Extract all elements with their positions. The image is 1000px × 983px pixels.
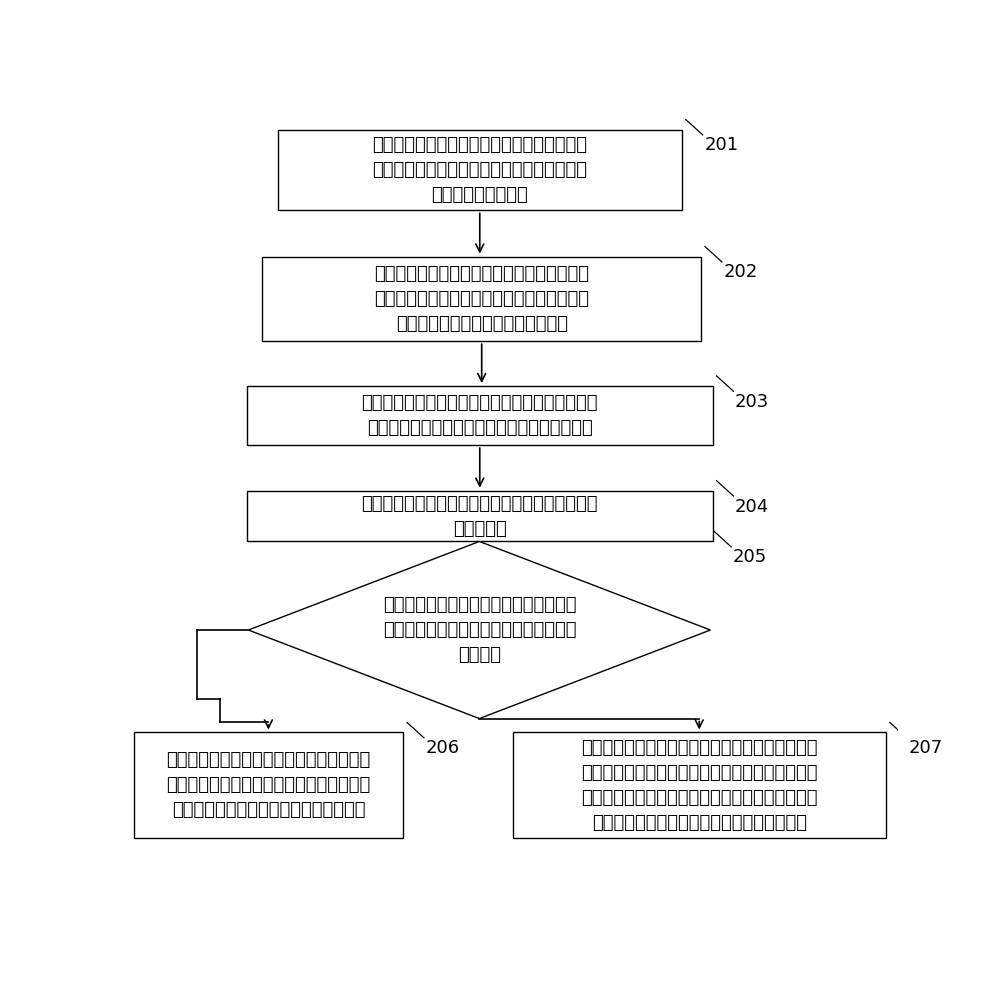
Bar — [247, 491, 713, 542]
Text: 203: 203 — [735, 393, 769, 411]
Text: 获取到投标优化模型，根据投标优化模型获取
到风力发电设备在能量市场的能量投标容量和
储能设备在能量市场的能量投标容量: 获取到投标优化模型，根据投标优化模型获取 到风力发电设备在能量市场的能量投标容量… — [374, 264, 589, 333]
Text: 206: 206 — [425, 739, 460, 757]
Bar — [134, 732, 403, 838]
Text: 202: 202 — [723, 263, 758, 281]
Text: 205: 205 — [733, 549, 767, 566]
Text: 每隔预置时间段向风力发电设备和储能设备发送一
次调频信号: 每隔预置时间段向风力发电设备和储能设备发送一 次调频信号 — [362, 494, 598, 538]
Text: 根据预置约束条件、日期望收益最大原则构建
风力发电设备、储能设备在能量市场、调频市
场的投标最优化模型: 根据预置约束条件、日期望收益最大原则构建 风力发电设备、储能设备在能量市场、调频… — [372, 136, 587, 203]
Bar — [278, 130, 682, 210]
Text: 获取到风力发电设备的调频出力误差，控制
储能设备响应调频信号，并控制储能设备根
据风力发电设备的调频出力误差进行补偿: 获取到风力发电设备的调频出力误差，控制 储能设备响应调频信号，并控制储能设备根 … — [166, 751, 371, 819]
Text: 根据风力发电设备在能量市场的能量投标容量，计
算得到风力发电设备在调频市场的预留调频容量: 根据风力发电设备在能量市场的能量投标容量，计 算得到风力发电设备在调频市场的预留… — [362, 394, 598, 437]
Bar — [262, 257, 701, 341]
Text: 控制风力发电设备跟踪调频信号，判断风
力发电设备的预留调频容量是否足够响应
调频信号: 控制风力发电设备跟踪调频信号，判断风 力发电设备的预留调频容量是否足够响应 调频… — [383, 596, 576, 664]
Bar — [512, 732, 886, 838]
Text: 获取到风力发电设备的调频出力误差，计算风力发
电设备的调频功率缺额，控制储能设备响应调频信
号，并控制储能设备根据风力发电设备的调频出力
误差和风力发电设备的调: 获取到风力发电设备的调频出力误差，计算风力发 电设备的调频功率缺额，控制储能设备… — [581, 738, 817, 832]
Bar — [247, 386, 713, 445]
Text: 204: 204 — [735, 497, 769, 515]
Text: 207: 207 — [908, 739, 943, 757]
Text: 201: 201 — [704, 137, 738, 154]
Polygon shape — [248, 542, 710, 719]
